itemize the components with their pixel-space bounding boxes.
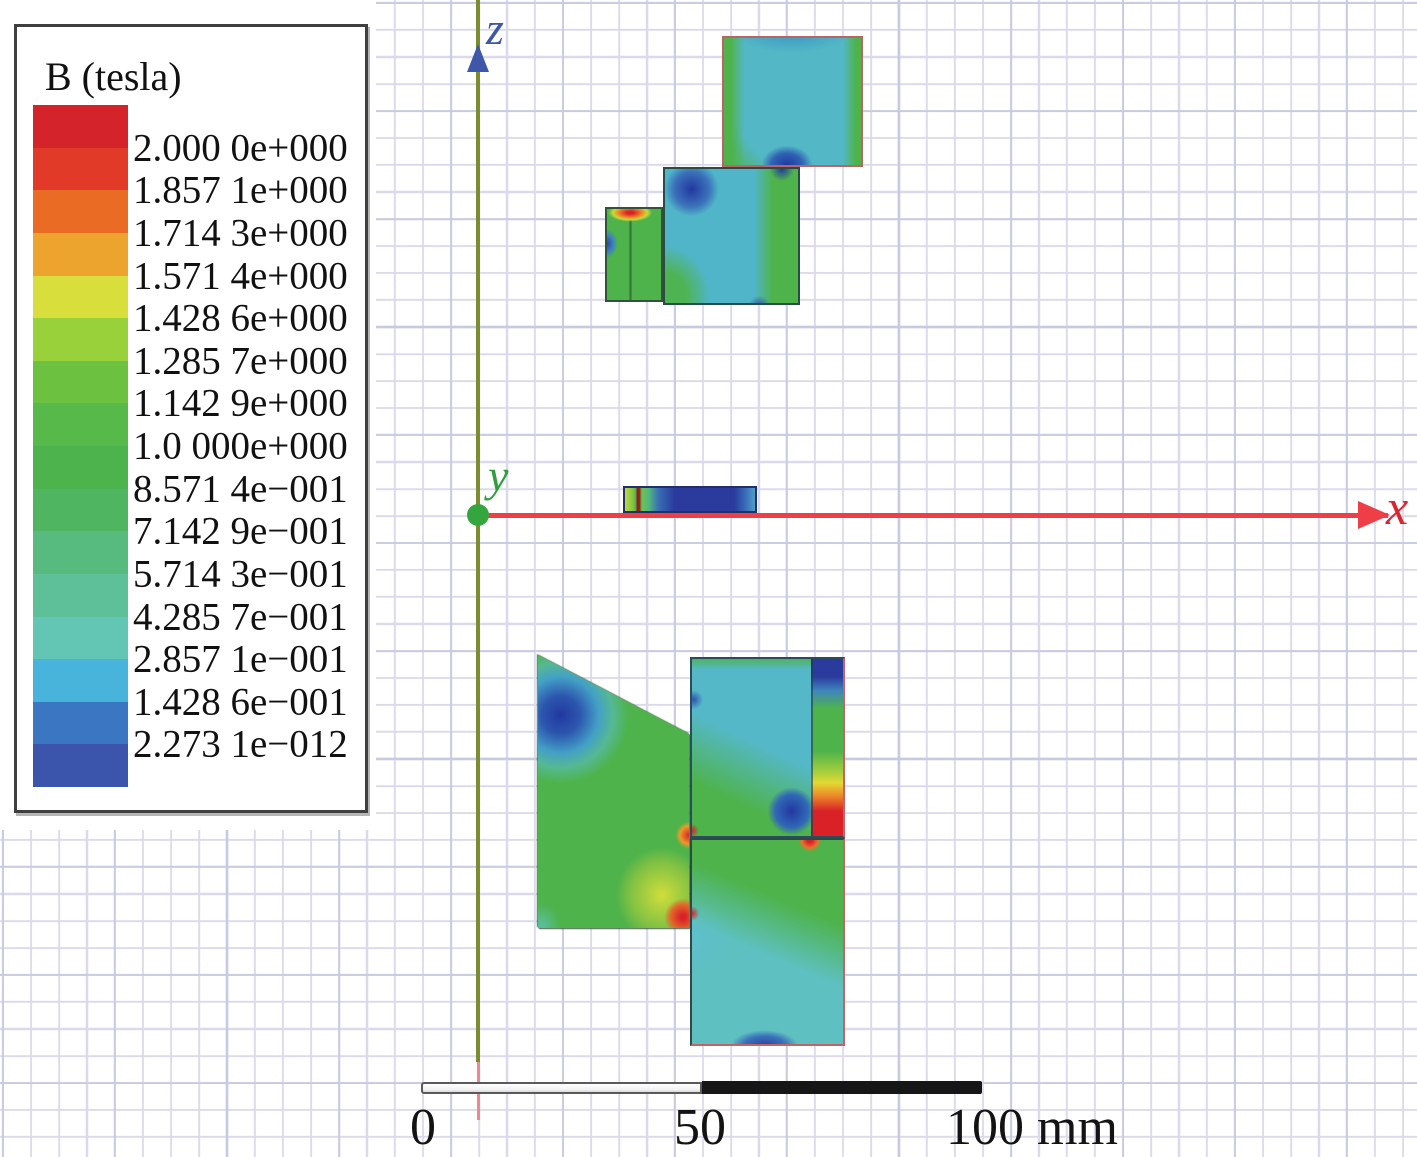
legend-title: B (tesla): [45, 54, 182, 99]
colorbar-band: [33, 105, 128, 148]
legend-value: 1.571 4e+000: [133, 254, 348, 297]
legend-value: 1.428 6e−001: [133, 680, 348, 724]
scale-bar-black-segment: [702, 1081, 982, 1094]
legend-value: 2.857 1e−001: [133, 637, 348, 681]
legend-value: 2.273 1e−012: [133, 722, 348, 766]
field-region-lower-upper-block[interactable]: [690, 657, 845, 838]
colorbar-band: [33, 403, 128, 446]
z-axis-arrow-icon: [467, 44, 489, 72]
field-region-upper-left-block[interactable]: [605, 207, 663, 302]
colorbar-band: [33, 318, 128, 361]
legend-value: 1.714 3e+000: [133, 211, 348, 255]
legend-value: 1.142 9e+000: [133, 381, 348, 425]
x-axis-label: x: [1386, 479, 1409, 535]
colorbar-band: [33, 701, 128, 745]
legend-value: 1.857 1e+000: [133, 168, 348, 212]
z-axis-label: z: [486, 3, 504, 54]
legend-value: 2.000 0e+000: [133, 126, 348, 170]
colorbar-band: [33, 232, 128, 276]
legend-value-list: 2.000 0e+000 1.857 1e+000 1.714 3e+000 1.57…: [133, 105, 365, 787]
colorbar-band: [33, 446, 128, 489]
legend-value: 7.142 9e−001: [133, 509, 348, 553]
colorbar-band: [33, 190, 128, 233]
z-axis-line: [476, 0, 480, 1062]
colorbar-band: [33, 659, 128, 702]
colorbar-band: [33, 616, 128, 660]
field-region-lower-polygon-fill: [538, 655, 689, 928]
origin-marker: [467, 504, 489, 526]
colorbar-band: [33, 147, 128, 191]
field-region-lower-bottom-block[interactable]: [690, 838, 845, 1046]
legend-value: 1.0 000e+000: [133, 424, 348, 468]
field-region-axis-bar[interactable]: [623, 486, 757, 513]
x-axis-arrow-icon: [1358, 501, 1390, 529]
legend-value: 8.571 4e−001: [133, 467, 348, 511]
scale-bar-white-segment: [421, 1082, 702, 1094]
colorbar-band: [33, 360, 128, 404]
x-axis-line: [478, 513, 1388, 518]
scale-tick-100: 100 mm: [946, 1099, 1118, 1156]
legend-box: B (tesla) 2.000 0e+000 1.857 1e+000 1.714 …: [14, 24, 368, 813]
colorbar-band: [33, 488, 128, 532]
legend-value: 5.714 3e−001: [133, 552, 348, 596]
colorbar-band: [33, 744, 128, 787]
legend-value: 4.285 7e−001: [133, 595, 348, 638]
legend-colorbar: [33, 105, 128, 787]
colorbar-band: [33, 531, 128, 574]
legend-value: 1.285 7e+000: [133, 339, 348, 383]
scale-tick-0: 0: [410, 1099, 436, 1156]
field-region-upper-mid-block[interactable]: [663, 167, 800, 305]
colorbar-band: [33, 573, 128, 617]
scale-tick-50: 50: [674, 1099, 726, 1156]
y-axis-label: y: [488, 450, 509, 501]
field-region-right-strip: [811, 659, 843, 836]
field-region-lower-polygon[interactable]: [538, 655, 689, 928]
field-region-upper-square[interactable]: [722, 36, 863, 167]
legend-value: 1.428 6e+000: [133, 296, 348, 340]
colorbar-band: [33, 275, 128, 319]
